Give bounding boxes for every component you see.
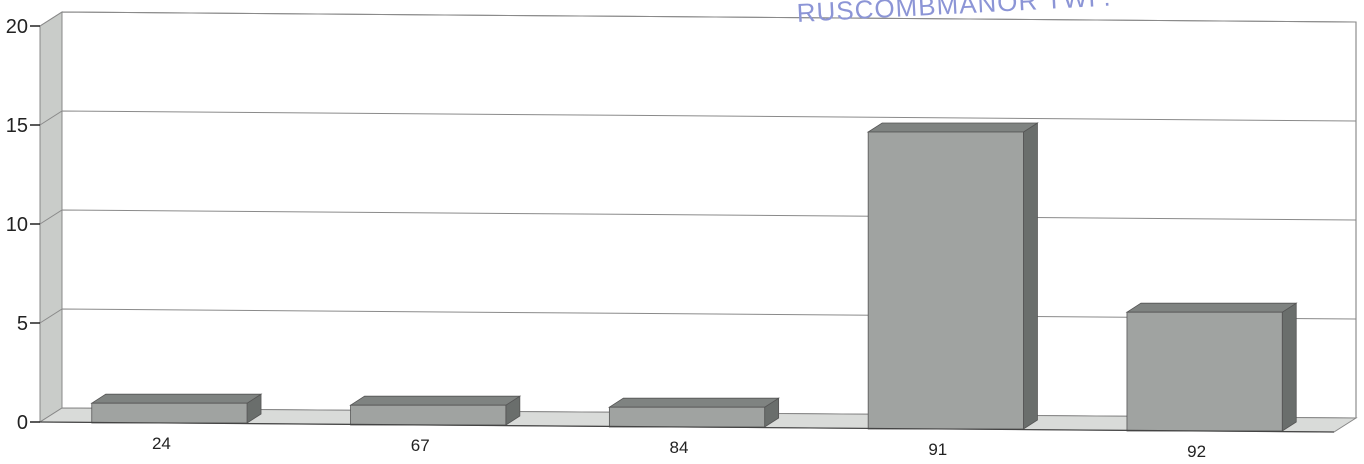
y-tick-label-0: 0 [17, 412, 28, 434]
x-axis-line [39, 421, 1335, 433]
bar-front [1126, 311, 1283, 432]
bars [90, 122, 1298, 432]
bar-top [349, 395, 522, 406]
x-tick-label-84: 84 [670, 438, 689, 457]
x-tick-label-67: 67 [411, 436, 430, 455]
bar-91 [866, 122, 1039, 430]
bar-top [90, 393, 263, 404]
x-tick-label-24: 24 [152, 434, 171, 453]
y-tick-label-15: 15 [6, 115, 28, 137]
bar-67 [349, 395, 522, 426]
gridline-15 [39, 110, 1357, 126]
y-tick-label-10: 10 [6, 214, 28, 236]
x-tick-label-91: 91 [928, 440, 947, 459]
bar-front [867, 131, 1024, 430]
x-axis: 24 67 84 91 92 [39, 421, 1335, 461]
bar-front [608, 406, 766, 428]
bar-top [607, 397, 781, 408]
bar-front [91, 402, 248, 424]
bar-84 [607, 397, 781, 428]
y-tick-label-5: 5 [17, 313, 28, 335]
y-axis: 0 5 10 15 20 [6, 16, 40, 434]
bar-side [1023, 122, 1038, 430]
bar-top [1125, 302, 1298, 313]
bar-24 [90, 393, 263, 424]
gridline-20 [39, 11, 1357, 27]
bar-top [866, 122, 1039, 133]
bar-front [350, 404, 507, 426]
bar-side [1281, 302, 1297, 432]
bar-92 [1125, 302, 1298, 432]
x-tick-label-92: 92 [1187, 442, 1206, 461]
y-tick-label-20: 20 [6, 16, 28, 38]
